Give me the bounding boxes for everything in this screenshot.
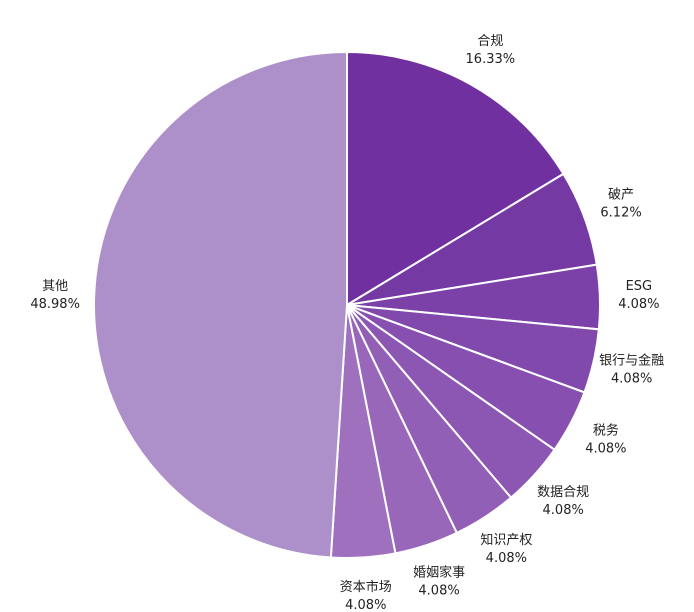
slice-value-label: 4.08% xyxy=(418,584,459,599)
slice-value-label: 4.08% xyxy=(585,442,626,457)
slice-label: ESG xyxy=(626,279,653,294)
slice-label: 资本市场 xyxy=(340,579,392,595)
slice-label: 税务 xyxy=(593,423,619,439)
slice-label: 婚姻家事 xyxy=(413,565,465,581)
slice-value-label: 6.12% xyxy=(600,206,641,221)
slice-label: 破产 xyxy=(608,188,634,203)
slice-value-label: 4.08% xyxy=(611,372,652,387)
slice-label: 知识产权 xyxy=(480,532,532,548)
slice-value-label: 4.08% xyxy=(486,551,527,566)
slice-value-label: 4.08% xyxy=(618,297,659,312)
slice-value-label: 4.08% xyxy=(543,503,584,518)
slice-label: 数据合规 xyxy=(537,485,589,500)
pie-slice xyxy=(346,50,565,307)
slice-value-label: 16.33% xyxy=(466,52,516,67)
slice-value-label: 48.98% xyxy=(30,297,80,312)
slice-label: 其他 xyxy=(42,279,68,294)
pie-slice xyxy=(92,50,348,559)
slice-label: 银行与金融 xyxy=(599,353,664,369)
slice-label: 合规 xyxy=(477,34,503,49)
slice-value-label: 4.08% xyxy=(345,598,386,612)
